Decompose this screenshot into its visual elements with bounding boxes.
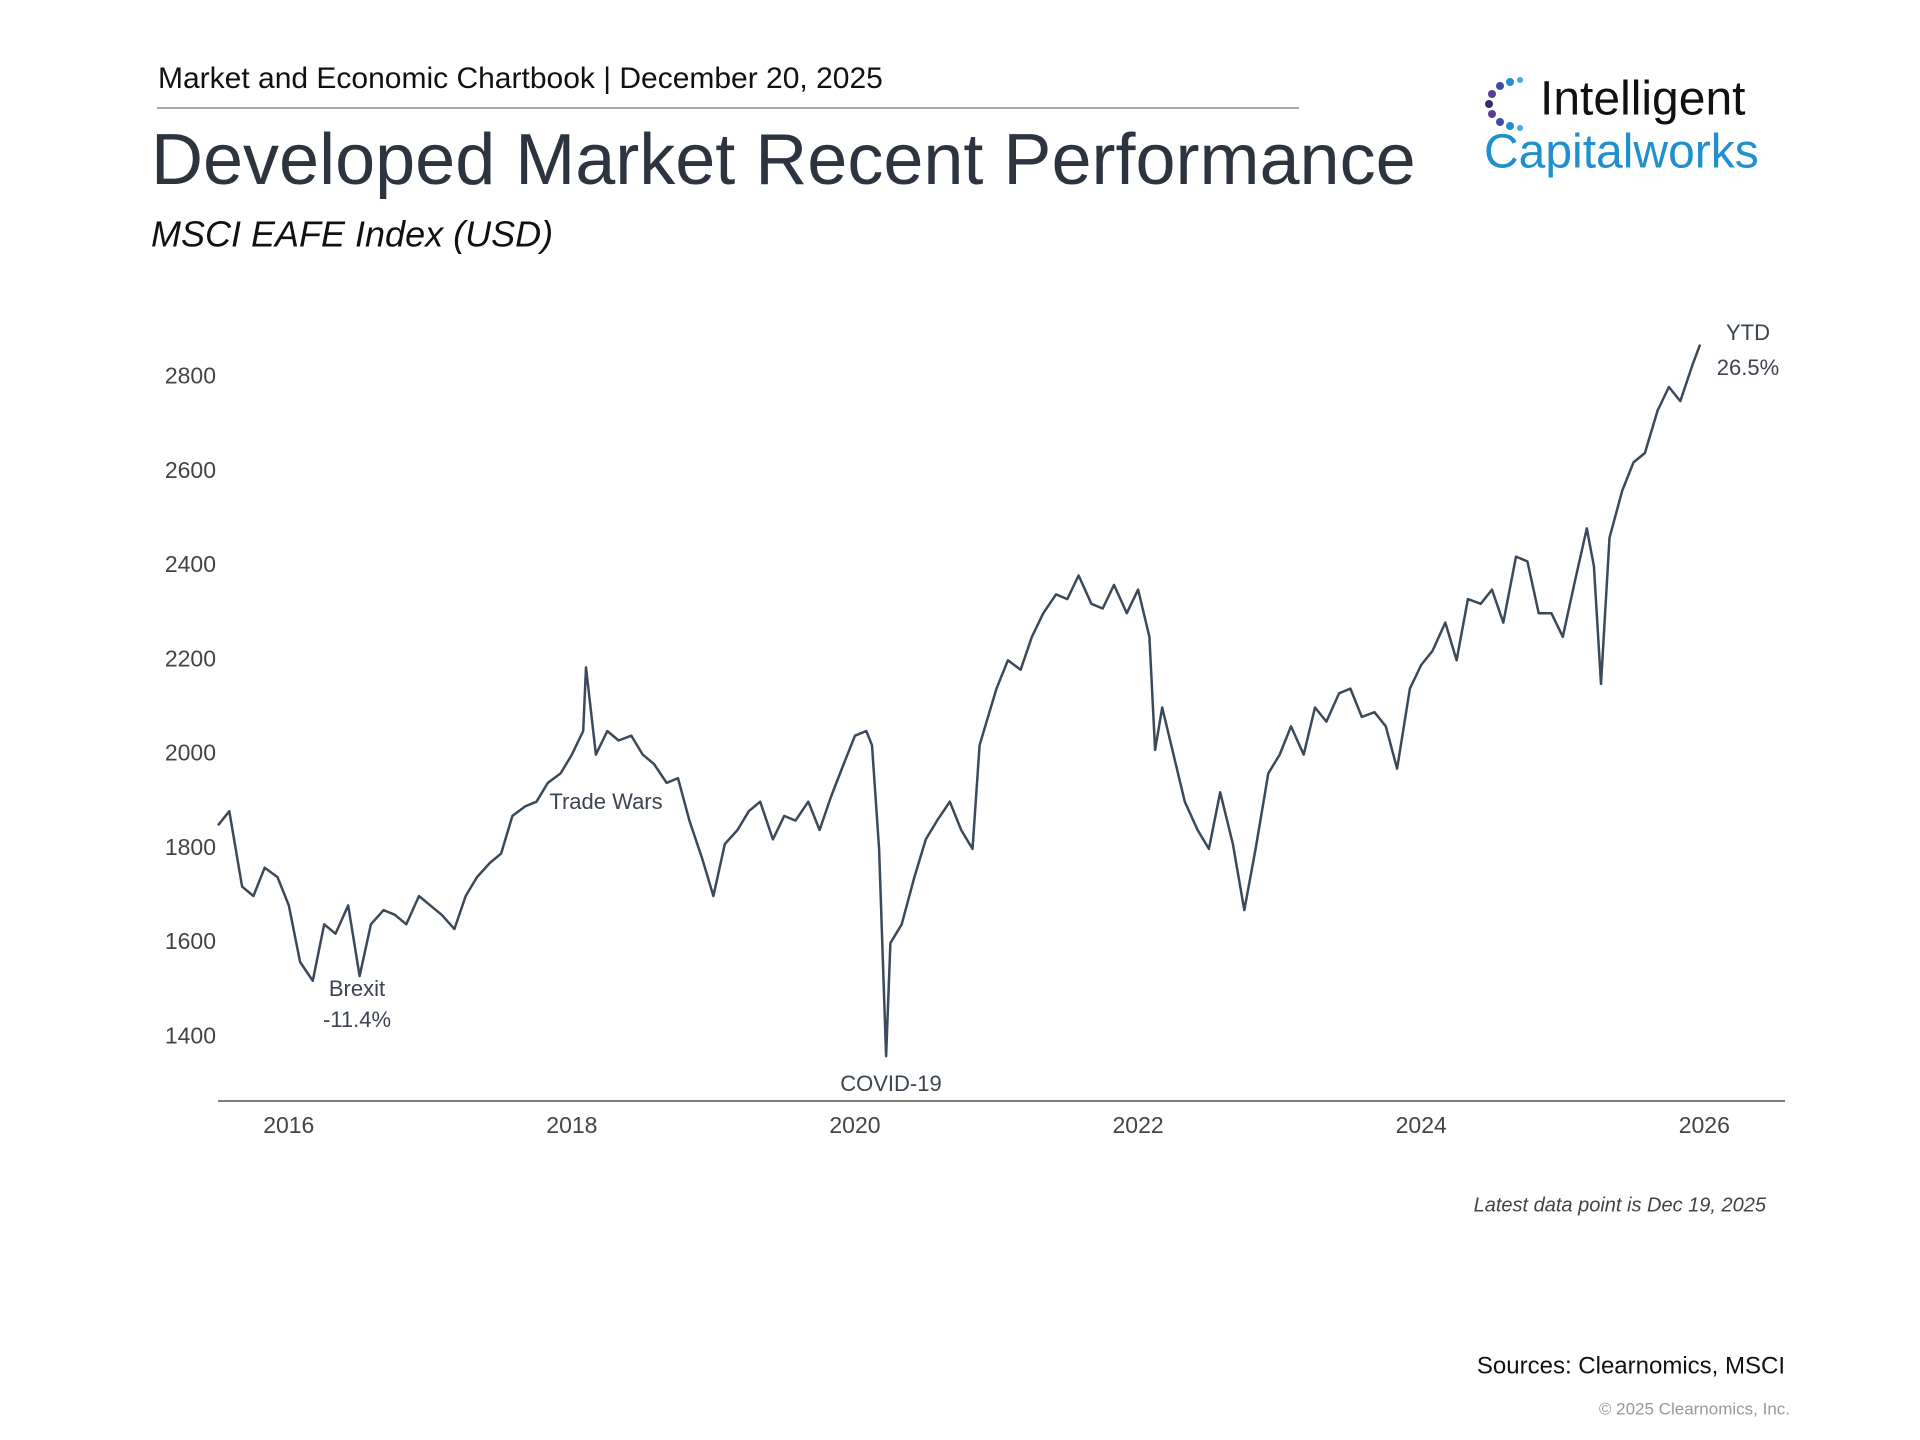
sources: Sources: Clearnomics, MSCI	[1477, 1352, 1785, 1379]
copyright: © 2025 Clearnomics, Inc.	[1599, 1399, 1790, 1418]
logo-icon	[1485, 77, 1523, 131]
annotation: 26.5%	[1717, 355, 1779, 380]
y-tick-label: 2800	[165, 363, 216, 389]
y-tick-label: 2600	[165, 457, 216, 483]
annotation: -11.4%	[323, 1007, 391, 1032]
header: Market and Economic Chartbook | December…	[158, 62, 883, 95]
y-tick-label: 2400	[165, 551, 216, 577]
x-tick-label: 2016	[263, 1112, 314, 1138]
logo-bottom: Capitalworks	[1484, 126, 1759, 179]
annotation: Trade Wars	[549, 789, 662, 814]
chart-subtitle: MSCI EAFE Index (USD)	[151, 214, 553, 255]
annotation: YTD	[1726, 320, 1770, 345]
y-tick-label: 1600	[165, 928, 216, 954]
line	[217, 344, 1702, 1058]
logo-top: Intelligent	[1540, 73, 1745, 126]
annotation: COVID-19	[840, 1071, 941, 1096]
x-tick-label: 2026	[1679, 1112, 1730, 1138]
x-tick-label: 2020	[829, 1112, 880, 1138]
x-tick-label: 2018	[546, 1112, 597, 1138]
y-tick-label: 1800	[165, 834, 216, 860]
y-tick-label: 2000	[165, 740, 216, 766]
x-tick-label: 2022	[1113, 1112, 1164, 1138]
footnote: Latest data point is Dec 19, 2025	[1474, 1194, 1767, 1216]
y-tick-label: 1400	[165, 1022, 216, 1048]
annotation: Brexit	[329, 976, 385, 1001]
chart-title: Developed Market Recent Performance	[151, 120, 1416, 200]
x-tick-label: 2024	[1396, 1112, 1447, 1138]
y-tick-label: 2200	[165, 645, 216, 671]
